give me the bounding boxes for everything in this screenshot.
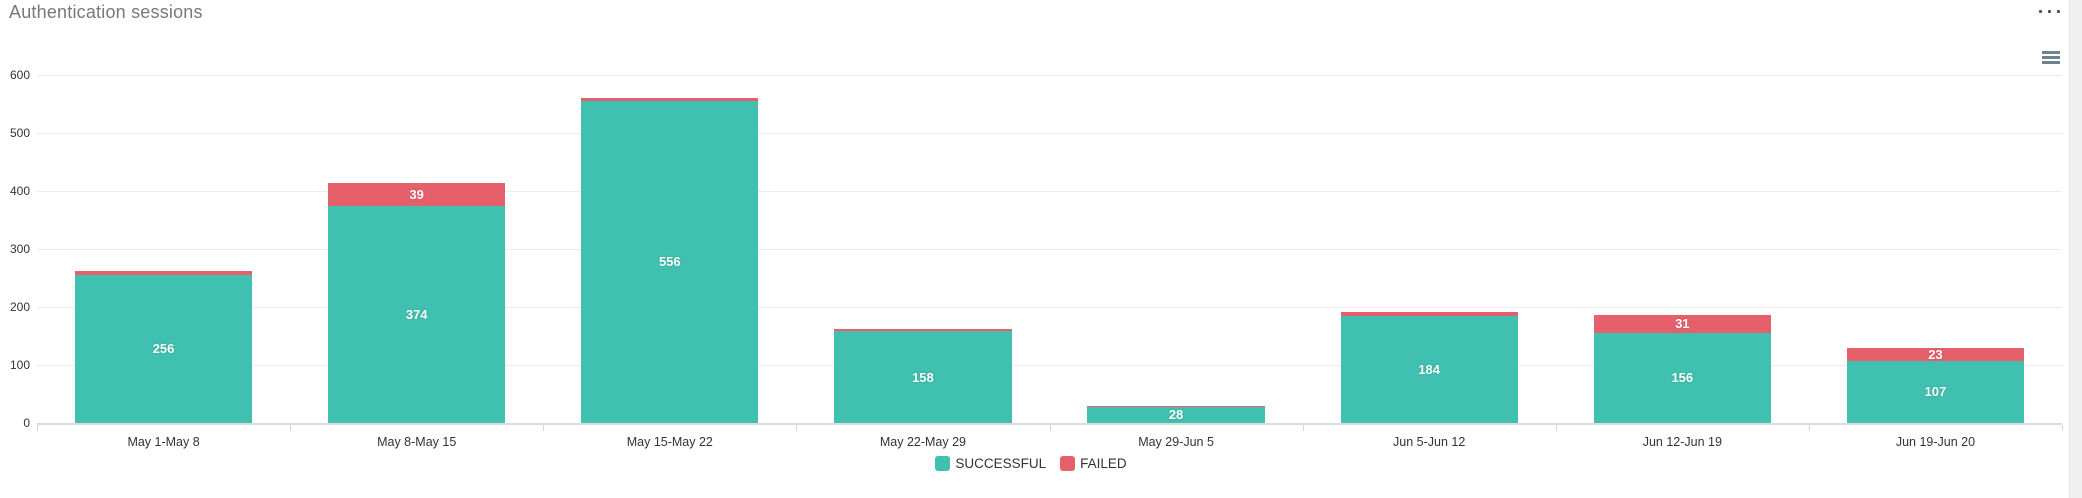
- x-axis-line: [37, 423, 2062, 425]
- y-axis-label: 400: [9, 184, 30, 198]
- bar-1: 256: [74, 271, 253, 423]
- bar-label-failed: 39: [409, 187, 424, 203]
- gridline-y-400: [37, 191, 2062, 192]
- legend-label: SUCCESSFUL: [955, 456, 1047, 471]
- y-axis-label: 500: [9, 126, 30, 140]
- bar-segment-failed[interactable]: [834, 329, 1012, 332]
- x-axis-tick: [290, 425, 292, 431]
- bar-segment-successful[interactable]: 256: [74, 274, 253, 423]
- x-axis-tick: [1555, 425, 1557, 431]
- ellipsis-dot: [2048, 9, 2051, 13]
- vertical-scrollbar[interactable]: [2069, 0, 2082, 498]
- bar-8: 23 107: [1846, 346, 2025, 423]
- x-axis-tick: [2062, 425, 2063, 431]
- x-axis-label: May 8-May 15: [377, 435, 457, 449]
- bar-label-failed: 31: [1675, 316, 1690, 332]
- gridline-y-200: [37, 307, 2062, 308]
- legend-swatch-successful: [935, 456, 951, 471]
- hamburger-bar: [2042, 61, 2060, 64]
- x-axis-tick: [796, 425, 798, 431]
- legend-item-failed[interactable]: FAILED: [1060, 456, 1127, 471]
- bar-5: 28: [1087, 405, 1265, 423]
- bar-3: 556: [581, 97, 759, 423]
- bar-label-successful: 28: [1168, 407, 1184, 423]
- bar-segment-successful[interactable]: 28: [1087, 406, 1265, 423]
- bar-segment-successful[interactable]: 107: [1846, 360, 2025, 423]
- x-axis-label: Jun 19-Jun 20: [1895, 435, 1976, 449]
- bar-segment-failed[interactable]: [74, 271, 253, 275]
- gridline-y-300: [37, 249, 2062, 250]
- bar-2: 39 374: [328, 183, 506, 423]
- legend-label: FAILED: [1080, 456, 1127, 471]
- x-axis-tick: [1049, 425, 1051, 431]
- y-axis-label: 100: [9, 358, 30, 372]
- legend-item-successful[interactable]: SUCCESSFUL: [935, 456, 1046, 471]
- x-axis-tick: [543, 425, 545, 431]
- more-options-icon[interactable]: [2032, 4, 2060, 18]
- bar-segment-failed[interactable]: 23: [1846, 346, 2025, 362]
- bar-7: 31 156: [1593, 314, 1771, 423]
- x-axis-label: May 15-May 22: [626, 435, 713, 449]
- bar-segment-failed[interactable]: 31: [1593, 314, 1771, 333]
- x-axis-label: May 29-Jun 5: [1138, 435, 1214, 449]
- ellipsis-dot: [2039, 9, 2042, 13]
- hamburger-bar: [2042, 51, 2060, 54]
- x-axis-tick: [1808, 425, 1810, 431]
- chart-legend: SUCCESSFUL FAILED: [0, 456, 2062, 471]
- x-axis-tick: [37, 425, 38, 431]
- x-axis-label: Jun 5-Jun 12: [1393, 435, 1466, 449]
- bar-segment-failed[interactable]: [1087, 405, 1265, 407]
- bar-segment-successful[interactable]: 184: [1340, 316, 1518, 423]
- bar-label-successful: 256: [152, 341, 175, 357]
- legend-swatch-failed: [1060, 456, 1076, 471]
- x-axis-label: May 1-May 8: [127, 435, 200, 449]
- bar-label-successful: 184: [1418, 362, 1441, 378]
- bar-4: 158: [834, 329, 1012, 423]
- bar-label-failed: 23: [1928, 346, 1943, 362]
- y-axis-label: 600: [9, 68, 30, 82]
- bar-label-successful: 158: [912, 369, 934, 385]
- y-axis-label: 0: [23, 416, 30, 430]
- bar-segment-successful[interactable]: 156: [1593, 332, 1771, 423]
- bar-6: 184: [1340, 312, 1518, 423]
- x-axis-tick: [1302, 425, 1304, 431]
- gridline-y-600: [37, 75, 2062, 76]
- bar-segment-successful[interactable]: 556: [581, 100, 759, 423]
- bar-segment-successful[interactable]: 158: [834, 331, 1012, 423]
- chart-title: Authentication sessions: [9, 2, 203, 22]
- hamburger-bar: [2042, 56, 2060, 59]
- bar-segment-failed[interactable]: 39: [328, 183, 506, 207]
- x-axis-label: May 22-May 29: [879, 435, 967, 449]
- bar-segment-successful[interactable]: 374: [328, 206, 506, 423]
- y-axis-label: 200: [9, 300, 30, 314]
- bar-segment-failed[interactable]: [1340, 312, 1518, 317]
- bar-label-successful: 556: [658, 254, 681, 270]
- gridline-y-500: [37, 133, 2062, 134]
- bar-label-successful: 156: [1671, 370, 1694, 386]
- bar-label-successful: 374: [405, 307, 428, 323]
- gridline-y-100: [37, 365, 2062, 366]
- y-axis-label: 300: [9, 242, 30, 256]
- bar-label-successful: 107: [1924, 384, 1947, 400]
- ellipsis-dot: [2057, 9, 2060, 13]
- bar-segment-failed[interactable]: [581, 97, 759, 101]
- chart-context-menu-icon[interactable]: [2042, 51, 2060, 64]
- x-axis-label: Jun 12-Jun 19: [1642, 435, 1722, 449]
